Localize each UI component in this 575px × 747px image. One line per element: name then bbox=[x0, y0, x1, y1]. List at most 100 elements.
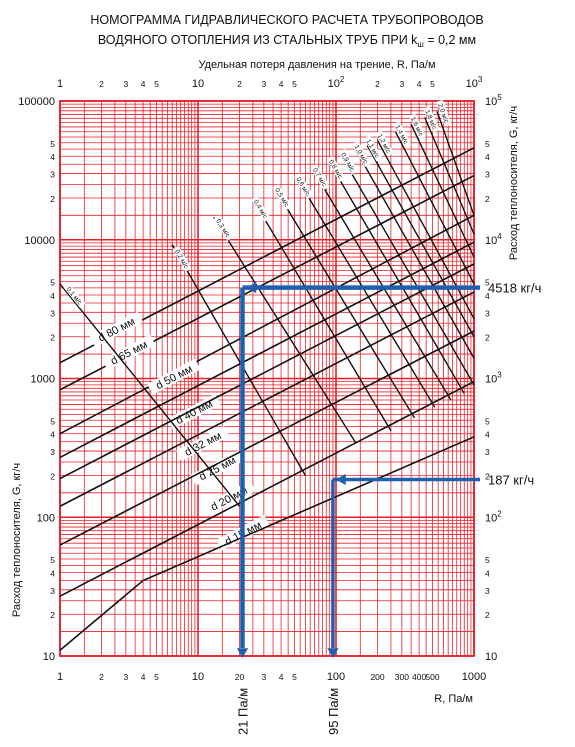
x-tick-label-bottom: 400 bbox=[412, 672, 426, 682]
y-tick-label-left: 5 bbox=[50, 278, 55, 288]
chart-series: d 80 ммd 65 ммd 50 ммd 40 ммd 32 ммd 25 … bbox=[59, 99, 475, 651]
x-tick-label-top: 4 bbox=[417, 79, 422, 89]
y-tick-label-right: 102 bbox=[485, 509, 502, 524]
velocity-line bbox=[59, 283, 241, 507]
x-tick-label-bottom: 3 bbox=[123, 672, 128, 682]
velocity-label-bg bbox=[352, 140, 372, 168]
velocity-label-bg bbox=[338, 148, 358, 175]
x-axis-title-bottom: R, Па/м bbox=[434, 693, 473, 705]
y-tick-label-left: 5 bbox=[50, 416, 55, 426]
x-tick-label-bottom: 5 bbox=[292, 672, 297, 682]
velocity-label-bg bbox=[363, 135, 383, 162]
x-tick-label-bottom: 1000 bbox=[462, 671, 486, 683]
y-tick-label-right: 4 bbox=[485, 430, 490, 440]
x-tick-label-bottom: 200 bbox=[370, 672, 384, 682]
diameter-line bbox=[59, 291, 475, 507]
velocity-label-bg bbox=[423, 106, 440, 133]
y-tick-label-left: 3 bbox=[50, 170, 55, 180]
velocity-label-bg bbox=[408, 113, 427, 140]
y-tick-label-right: 105 bbox=[485, 93, 502, 108]
velocity-line bbox=[341, 155, 475, 386]
y-tick-label-left: 3 bbox=[50, 447, 55, 457]
x-tick-label-top: 5 bbox=[292, 79, 297, 89]
velocity-line bbox=[296, 177, 436, 408]
annotation-arrowhead-left bbox=[246, 282, 257, 294]
y-tick-label-right: 5 bbox=[485, 416, 490, 426]
y-tick-label-left: 4 bbox=[50, 291, 55, 301]
velocity-label: 1,0 м/с bbox=[353, 144, 370, 166]
chart-grid bbox=[59, 100, 475, 657]
x-tick-label-top: 2 bbox=[99, 79, 104, 89]
annotation-arrowhead-down bbox=[327, 648, 339, 658]
y-tick-label-left: 4 bbox=[50, 430, 55, 440]
diameter-line bbox=[59, 380, 475, 597]
y-tick-label-left: 2 bbox=[50, 194, 55, 204]
y-tick-label-right: 4 bbox=[485, 568, 490, 578]
diameter-line bbox=[59, 263, 475, 480]
y-tick-label-right: 2 bbox=[485, 194, 490, 204]
x-tick-label-top: 2 bbox=[237, 79, 242, 89]
velocity-line bbox=[213, 216, 357, 444]
x-tick-label-top: 3 bbox=[261, 79, 266, 89]
y-tick-label-left: 5 bbox=[50, 139, 55, 149]
x-tick-label-bottom: 5 bbox=[154, 672, 159, 682]
y-tick-label-left: 5 bbox=[50, 555, 55, 565]
velocity-line bbox=[410, 123, 475, 258]
velocity-label: 0,3 м/с bbox=[214, 218, 231, 240]
velocity-line bbox=[274, 187, 416, 419]
velocity-line bbox=[252, 199, 392, 432]
x-tick-label-top: 3 bbox=[399, 79, 404, 89]
diameter-label: d 80 мм bbox=[96, 316, 137, 345]
diameter-line bbox=[59, 436, 475, 651]
y-tick-label-left: 1000 bbox=[31, 374, 55, 386]
velocity-label: 0,9 м/с bbox=[339, 152, 356, 174]
y-tick-label-left: 2 bbox=[50, 610, 55, 620]
y-tick-label-left: 100 bbox=[37, 512, 55, 524]
y-tick-label-right: 103 bbox=[485, 371, 502, 386]
x-tick-label-bottom: 300 bbox=[395, 672, 409, 682]
y-tick-label-right: 2 bbox=[485, 333, 490, 343]
x-tick-label-top: 4 bbox=[141, 79, 146, 89]
y-tick-label-right: 104 bbox=[485, 232, 502, 247]
diameter-label-bg bbox=[102, 334, 156, 371]
annotation-flow-label: 187 кг/ч bbox=[488, 473, 534, 488]
velocity-label-bg bbox=[272, 184, 293, 211]
x-tick-label-bottom: 4 bbox=[279, 672, 284, 682]
x-tick-label-bottom: 3 bbox=[261, 672, 266, 682]
chart-title-line2-suffix: = 0,2 мм bbox=[424, 33, 476, 47]
y-tick-label-left: 10 bbox=[43, 651, 55, 663]
x-tick-label-top: 102 bbox=[328, 75, 345, 90]
y-tick-label-left: 2 bbox=[50, 333, 55, 343]
y-tick-label-right: 10 bbox=[485, 651, 497, 663]
velocity-label: 0,1 м/с bbox=[65, 286, 84, 307]
velocity-label-bg bbox=[310, 163, 330, 190]
y-tick-label-left: 4 bbox=[50, 568, 55, 578]
chart-annotations: 4518 кг/ч 21 Па/м 187 кг/ч 95 Па/м bbox=[235, 281, 541, 735]
y-tick-label-right: 4 bbox=[485, 152, 490, 162]
x-tick-label-top: 2 bbox=[375, 79, 380, 89]
x-tick-label-bottom: 10 bbox=[192, 671, 204, 683]
chart-title-line2-sub: ш bbox=[417, 40, 423, 49]
velocity-label: 0,4 м/с bbox=[252, 199, 269, 221]
x-tick-label-top: 4 bbox=[279, 79, 284, 89]
y-tick-label-right: 3 bbox=[485, 586, 490, 596]
y-tick-label-right: 3 bbox=[485, 447, 490, 457]
annotation-pressure-label: 21 Па/м bbox=[235, 688, 250, 735]
annotation-arrowhead-down bbox=[236, 648, 249, 658]
velocity-label-bg bbox=[393, 121, 412, 148]
y-tick-label-right: 3 bbox=[485, 170, 490, 180]
velocity-label-bg bbox=[251, 195, 271, 222]
x-tick-label-bottom: 4 bbox=[141, 672, 146, 682]
y-tick-label-left: 3 bbox=[50, 586, 55, 596]
y-axis-title-right: Расход теплоносителя, G, кг/ч bbox=[508, 106, 520, 260]
velocity-line bbox=[366, 144, 475, 338]
x-tick-label-top: 5 bbox=[154, 79, 159, 89]
y-tick-label-right: 2 bbox=[485, 610, 490, 620]
annotation-flow-label: 4518 кг/ч bbox=[488, 281, 541, 296]
velocity-line bbox=[171, 244, 306, 476]
velocity-label-bg bbox=[436, 99, 452, 127]
velocity-line bbox=[312, 169, 452, 401]
y-tick-label-left: 4 bbox=[50, 152, 55, 162]
